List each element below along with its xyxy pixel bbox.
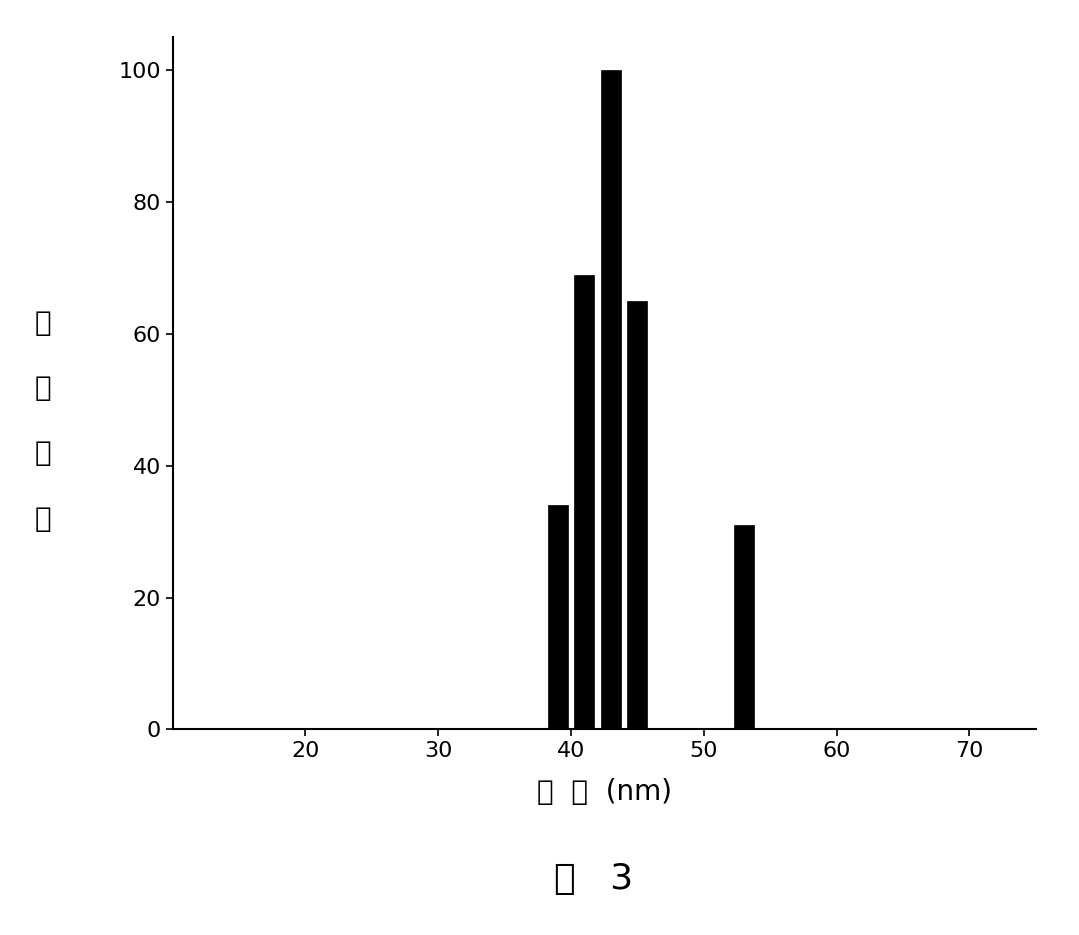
Text: 对: 对 xyxy=(35,374,52,402)
Bar xyxy=(548,505,568,729)
Text: 强: 强 xyxy=(35,439,52,468)
Bar xyxy=(734,525,753,729)
Bar xyxy=(601,70,620,729)
Bar xyxy=(628,301,647,729)
Text: 图   3: 图 3 xyxy=(554,862,633,896)
Text: 度: 度 xyxy=(35,505,52,533)
X-axis label: 粒  径  (nm): 粒 径 (nm) xyxy=(536,778,672,806)
Text: 相: 相 xyxy=(35,309,52,337)
Bar xyxy=(574,275,595,729)
